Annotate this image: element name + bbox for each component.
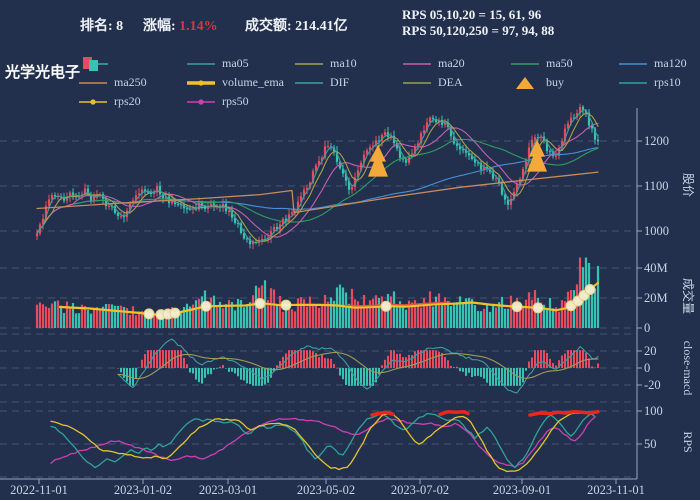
rps20-swatch-icon [78, 94, 108, 110]
legend-item-ma05: ma05 [186, 56, 294, 72]
svg-text:RPS: RPS [681, 431, 695, 452]
change-stat: 涨幅: 1.14% [143, 15, 218, 35]
legend-item-rps50: rps50 [186, 94, 294, 110]
rank-label: 排名: [80, 19, 113, 34]
legend-label: volume_ema [222, 75, 284, 89]
legend-label: rps20 [114, 94, 141, 108]
axes: 1200 1100 1000 股价 40M 20M 0 成交量 20 0 -20 close-macd… [0, 108, 696, 497]
macd-pane [117, 338, 599, 394]
svg-text:40M: 40M [644, 261, 668, 275]
legend-label: DEA [438, 75, 463, 89]
rps50-swatch-icon [186, 94, 216, 110]
legend-label: ma50 [546, 56, 573, 70]
candle-swatch-icon [78, 56, 108, 72]
legend-label: buy [546, 75, 564, 89]
legend-label: rps50 [222, 94, 249, 108]
change-label: 涨幅: [143, 19, 176, 34]
rps-line-2: RPS 50,120,250 = 97, 94, 88 [402, 23, 555, 38]
svg-text:20: 20 [644, 344, 657, 358]
svg-text:0: 0 [644, 361, 650, 375]
turnover-value: 214.41亿 [295, 19, 348, 34]
price-pane [35, 103, 600, 250]
svg-text:2023-09-01: 2023-09-01 [493, 483, 551, 497]
legend-label: ma10 [330, 56, 357, 70]
svg-text:2022-11-01: 2022-11-01 [10, 483, 68, 497]
svg-text:close-macd: close-macd [681, 341, 695, 396]
ma10-swatch-icon [294, 56, 324, 72]
turnover-label: 成交额: [245, 19, 292, 34]
svg-text:1200: 1200 [644, 134, 669, 148]
svg-text:2023-01-02: 2023-01-02 [114, 483, 172, 497]
svg-text:股价: 股价 [681, 173, 695, 197]
rank-stat: 排名: 8 [80, 15, 123, 35]
svg-text:1000: 1000 [644, 224, 669, 238]
volume-pane [35, 257, 600, 328]
rps-summary: RPS 05,10,20 = 15, 61, 96 RPS 50,120,250… [402, 7, 554, 39]
svg-text:2023-03-01: 2023-03-01 [199, 483, 257, 497]
legend-item-buy: buy [510, 75, 618, 91]
ma250-swatch-icon [78, 75, 108, 91]
legend-label: rps10 [654, 75, 681, 89]
legend-label: ma20 [438, 56, 465, 70]
ma50-swatch-icon [510, 56, 540, 72]
svg-text:2023-05-02: 2023-05-02 [297, 483, 355, 497]
rps-pane [50, 409, 600, 473]
DIF-swatch-icon [294, 75, 324, 91]
legend-item-DEA: DEA [402, 75, 510, 91]
chart-legend: ma05 ma10 ma20 ma50 ma120 ma250 volume_ema DIF D… [78, 54, 700, 111]
rank-value: 8 [116, 19, 124, 34]
change-value: 1.14% [179, 19, 218, 34]
rps10-swatch-icon [618, 75, 648, 91]
svg-text:50: 50 [644, 437, 657, 451]
svg-text:成交量: 成交量 [681, 278, 696, 314]
legend-label: DIF [330, 75, 350, 89]
legend-label: ma05 [222, 56, 249, 70]
volume_ema-swatch-icon [186, 75, 216, 91]
rps-line-1: RPS 05,10,20 = 15, 61, 96 [402, 7, 542, 22]
svg-text:2023-07-02: 2023-07-02 [391, 483, 449, 497]
legend-item-ma120: ma120 [618, 56, 700, 72]
svg-text:0: 0 [644, 321, 650, 335]
DEA-swatch-icon [402, 75, 432, 91]
ma20-swatch-icon [402, 56, 432, 72]
legend-item-ma250: ma250 [78, 75, 186, 91]
legend-item-ma20: ma20 [402, 56, 510, 72]
legend-item-volume_ema: volume_ema [186, 75, 294, 91]
legend-item-candle [78, 56, 186, 72]
svg-text:-20: -20 [644, 378, 661, 392]
legend-item-DIF: DIF [294, 75, 402, 91]
buy-swatch-icon [510, 75, 540, 91]
svg-text:2023-11-01: 2023-11-01 [587, 483, 645, 497]
sector-label: 光学光电子 [5, 64, 81, 81]
legend-label: ma120 [654, 56, 687, 70]
legend-item-ma50: ma50 [510, 56, 618, 72]
turnover-stat: 成交额: 214.41亿 [245, 15, 348, 35]
legend-item-rps10: rps10 [618, 75, 700, 91]
legend-item-ma10: ma10 [294, 56, 402, 72]
svg-text:1100: 1100 [644, 179, 669, 193]
legend-item-rps20: rps20 [78, 94, 186, 110]
legend-label: ma250 [114, 75, 147, 89]
ma05-swatch-icon [186, 56, 216, 72]
ma120-swatch-icon [618, 56, 648, 72]
svg-text:20M: 20M [644, 291, 668, 305]
svg-text:100: 100 [644, 404, 663, 418]
